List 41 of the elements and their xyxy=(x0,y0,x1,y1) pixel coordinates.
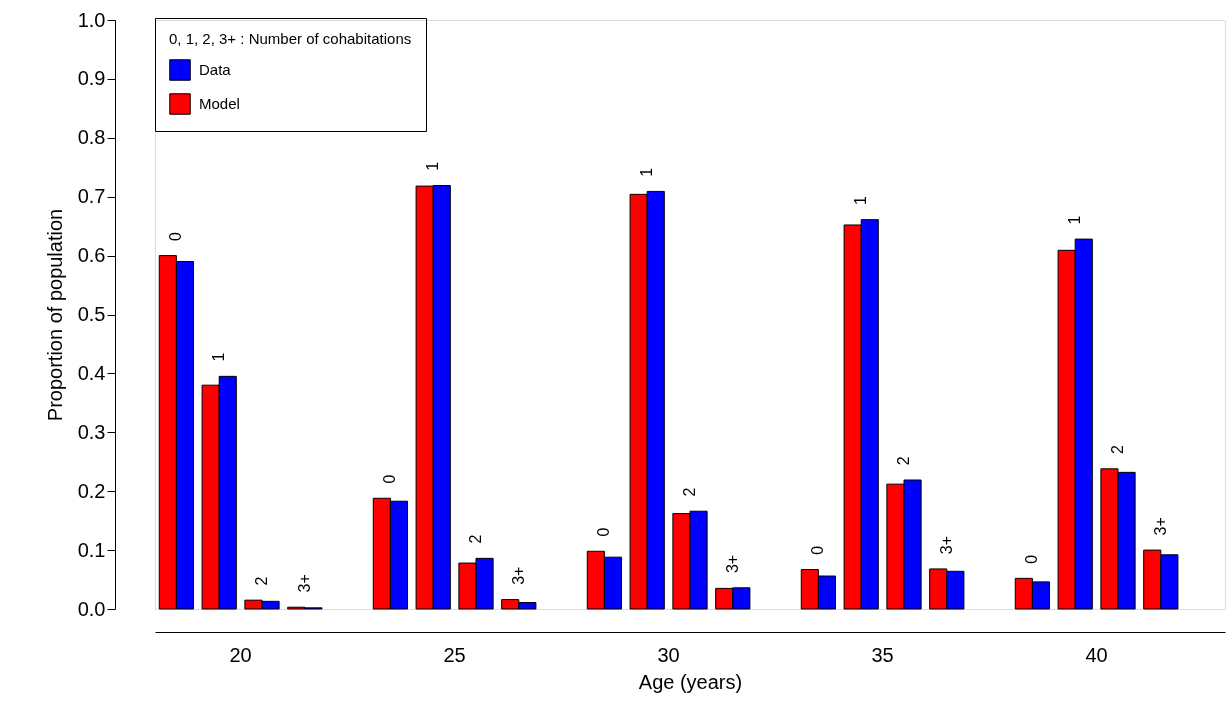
y-tick-label: 0.2 xyxy=(77,479,106,502)
y-axis-title: Proportion of population xyxy=(43,208,66,422)
x-axis-title: Age (years) xyxy=(638,670,743,693)
legend-title: 0, 1, 2, 3+ : Number of cohabitations xyxy=(169,30,412,47)
x-tick-label: 0 xyxy=(595,527,613,537)
x-tick-label: 2 xyxy=(681,487,698,497)
x-tick-label: 3+ xyxy=(509,566,527,585)
y-tick-label: 0.6 xyxy=(77,244,106,267)
x-tick-label: 1 xyxy=(1066,215,1084,225)
x-tick-label: 2 xyxy=(895,456,912,466)
text: 35 xyxy=(871,644,894,666)
y-tick-label: 0.9 xyxy=(77,67,106,90)
x-tick-label: 0 xyxy=(381,474,399,484)
y-tick-label: 0.8 xyxy=(77,126,106,149)
text: 20 xyxy=(229,644,252,666)
text: 25 xyxy=(443,644,466,666)
x-tick-label: 3+ xyxy=(295,574,313,593)
text: 30 xyxy=(657,644,680,666)
x-tick-label: 3+ xyxy=(937,535,955,555)
text: 40 xyxy=(1085,644,1108,666)
y-tick-label: 0.5 xyxy=(77,303,106,325)
x-tick-label: 2 xyxy=(467,534,484,544)
x-tick-label: 1 xyxy=(638,167,656,177)
y-tick-label: 0.4 xyxy=(77,361,106,384)
x-tick-label: 2 xyxy=(1109,445,1126,455)
x-tick-label: 0 xyxy=(809,545,827,555)
legend-label: Data xyxy=(199,61,232,78)
x-tick-label: 2 xyxy=(253,576,270,586)
x-tick-label: 0 xyxy=(167,231,185,241)
y-tick-label: 0.7 xyxy=(77,185,106,208)
y-tick-label: 0.1 xyxy=(77,538,106,561)
legend-label: Model xyxy=(199,95,240,112)
x-tick-label: 1 xyxy=(210,352,228,362)
x-tick-label: 3+ xyxy=(723,554,741,574)
y-tick-label: 0.0 xyxy=(77,597,106,620)
y-tick-label: 1.0 xyxy=(77,8,106,31)
x-tick-label: 0 xyxy=(1023,554,1041,564)
x-tick-label: 1 xyxy=(852,195,870,205)
x-tick-label: 1 xyxy=(424,161,442,171)
y-tick-label: 0.3 xyxy=(77,420,106,443)
x-tick-label: 3+ xyxy=(1151,517,1169,536)
